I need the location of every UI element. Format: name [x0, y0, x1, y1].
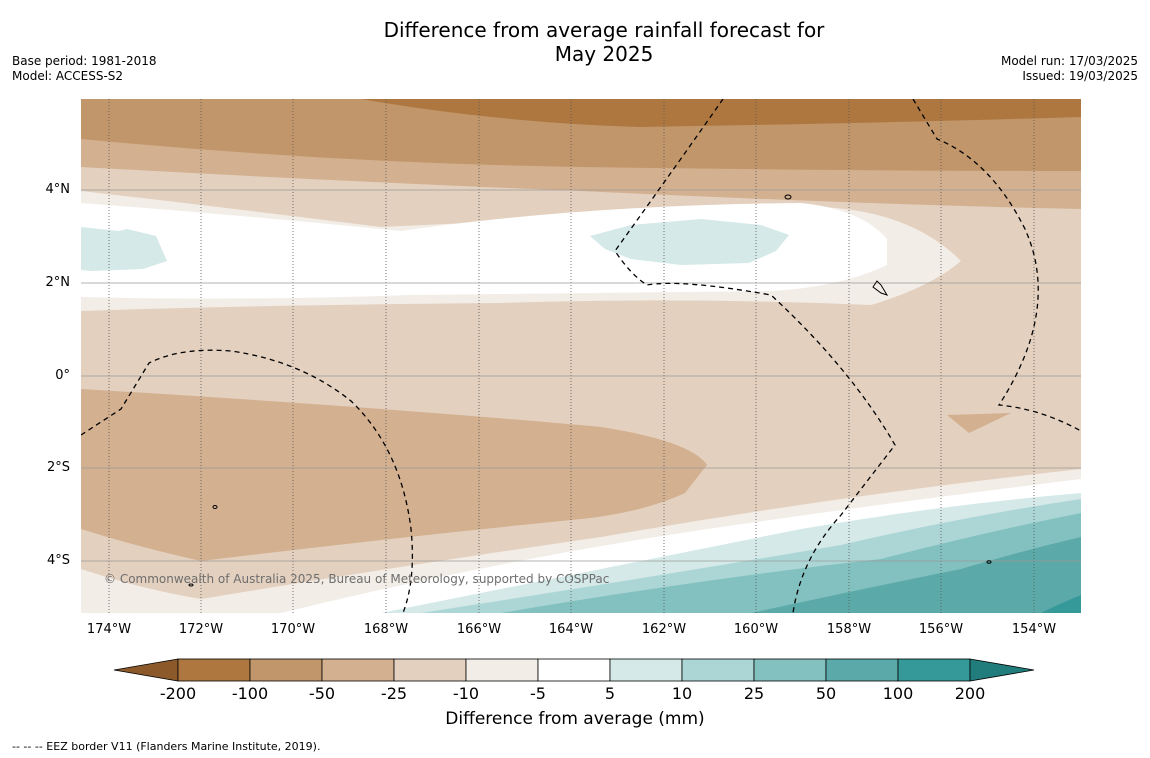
- base-period-model-info: Base period: 1981-2018 Model: ACCESS-S2: [12, 54, 157, 83]
- lat-label-4s: 4°S: [46, 553, 70, 568]
- colorbar-tick-label: -25: [380, 684, 408, 703]
- latitude-gridlines: [81, 189, 1081, 562]
- lon-label-154w: 154°W: [1011, 622, 1057, 637]
- colorbar-title: Difference from average (mm): [445, 709, 705, 729]
- map-title: Difference from average rainfall forecas…: [383, 18, 825, 66]
- colorbar-segment: [825, 658, 899, 682]
- colorbar: [113, 658, 1035, 682]
- wet-patch-west: [81, 227, 167, 271]
- lat-label-0: 0°: [55, 368, 70, 383]
- colorbar-segment: [681, 658, 755, 682]
- colorbar-tick-label: -200: [159, 684, 197, 703]
- colorbar-segment: [465, 658, 539, 682]
- copyright-notice: © Commonwealth of Australia 2025, Bureau…: [104, 572, 610, 586]
- colorbar-tick-label: 10: [671, 684, 693, 703]
- model-run-issued-info: Model run: 17/03/2025 Issued: 19/03/2025: [1000, 54, 1138, 83]
- eez-borders: [81, 99, 1081, 613]
- lon-label-158w: 158°W: [826, 622, 872, 637]
- colorbar-tick-label: 50: [815, 684, 837, 703]
- colorbar-arrow-low: [113, 658, 179, 682]
- lon-label-164w: 164°W: [548, 622, 594, 637]
- eez-footnote: -- -- -- EEZ border V11 (Flanders Marine…: [12, 740, 321, 753]
- colorbar-segment: [609, 658, 683, 682]
- colorbar-tick-label: -5: [530, 684, 546, 703]
- colorbar-segment: [537, 658, 611, 682]
- colorbar-segment: [753, 658, 827, 682]
- rainfall-anomaly-map: [81, 99, 1081, 613]
- colorbar-arrow-high: [969, 658, 1035, 682]
- north-dry-band-200: [361, 99, 1081, 127]
- lon-label-174w: 174°W: [86, 622, 132, 637]
- lat-label-2s: 2°S: [46, 460, 70, 475]
- colorbar-segment: [393, 658, 467, 682]
- lat-label-2n: 2°N: [45, 275, 71, 290]
- colorbar-tick-label: -50: [308, 684, 336, 703]
- south-wet-band-200: [1041, 595, 1081, 613]
- lon-label-162w: 162°W: [641, 622, 687, 637]
- colorbar-tick-label: -100: [231, 684, 269, 703]
- south-wet-band-100: [751, 537, 1081, 613]
- lat-label-4n: 4°N: [45, 182, 71, 197]
- colorbar-segment: [897, 658, 971, 682]
- lon-label-166w: 166°W: [456, 622, 502, 637]
- lon-label-168w: 168°W: [363, 622, 409, 637]
- colorbar-segment: [249, 658, 323, 682]
- lon-label-160w: 160°W: [733, 622, 779, 637]
- colorbar-tick-label: 5: [604, 684, 616, 703]
- dry-patch-east: [947, 413, 1011, 433]
- colorbar-tick-label: 200: [954, 684, 986, 703]
- dry-tongue-main: [81, 389, 707, 561]
- colorbar-segment: [177, 658, 251, 682]
- colorbar-segment: [321, 658, 395, 682]
- lon-label-170w: 170°W: [270, 622, 316, 637]
- colorbar-tick-label: 100: [882, 684, 914, 703]
- wet-patch-central: [590, 219, 789, 265]
- lon-label-156w: 156°W: [918, 622, 964, 637]
- colorbar-tick-label: 25: [743, 684, 765, 703]
- lon-label-172w: 172°W: [178, 622, 224, 637]
- islands: [188, 194, 992, 587]
- colorbar-tick-label: -10: [452, 684, 480, 703]
